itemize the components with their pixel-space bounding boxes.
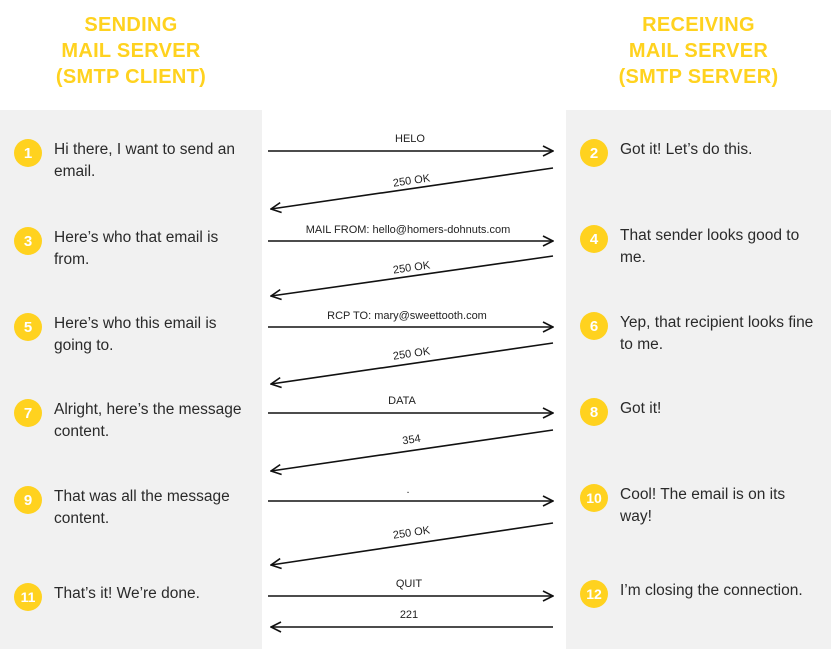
step-3: 3 Here’s who that email is from. [14,227,244,271]
step-11: 11 That’s it! We’re done. [14,583,244,611]
step-number-badge: 12 [580,580,608,608]
server-header-line-3: (SMTP SERVER) [618,66,779,88]
client-header-line-3: (SMTP CLIENT) [55,66,207,88]
step-number-badge: 8 [580,398,608,426]
step-7: 7 Alright, here’s the message content. [14,399,244,443]
arrow-354 [271,429,554,471]
message-label-250-ok-1: 250 OK [392,172,431,189]
message-label-helo: HELO [395,133,425,145]
step-6: 6 Yep, that recipient looks fine to me. [580,312,820,356]
arrow-250-ok-4 [271,522,554,565]
arrow-250-ok-2 [271,255,554,296]
server-header-line-2: MAIL SERVER [628,40,769,62]
step-number-badge: 5 [14,313,42,341]
message-label-end-of-data: . [406,484,409,496]
step-1: 1 Hi there, I want to send an email. [14,139,244,183]
server-column-background [566,110,831,649]
step-text: That sender looks good to me. [620,227,800,266]
step-number-badge: 7 [14,399,42,427]
step-text: Got it! [620,400,662,417]
arrow-250-ok-3 [271,342,554,384]
message-label-250-ok-4: 250 OK [392,524,431,541]
step-text: Hi there, I want to send an email. [54,141,235,180]
message-label-rcpt-to: RCP TO: mary@sweettooth.com [327,310,487,322]
step-2: 2 Got it! Let’s do this. [580,139,820,167]
message-label-354: 354 [402,433,422,448]
client-header: SENDING MAIL SERVER (SMTP CLIENT) [0,12,262,90]
step-text: I’m closing the connection. [620,582,803,599]
step-9: 9 That was all the message content. [14,486,244,530]
step-text: That was all the message content. [54,488,230,527]
step-number-badge: 3 [14,227,42,255]
step-number-badge: 6 [580,312,608,340]
step-8: 8 Got it! [580,398,820,426]
step-text: Got it! Let’s do this. [620,141,753,158]
arrow-250-ok-1 [271,167,554,209]
step-5: 5 Here’s who this email is going to. [14,313,244,357]
step-12: 12 I’m closing the connection. [580,580,820,608]
message-label-250-ok-3: 250 OK [392,345,431,362]
step-number-badge: 1 [14,139,42,167]
client-column-background [0,110,262,649]
step-number-badge: 4 [580,225,608,253]
step-number-badge: 9 [14,486,42,514]
step-text: Here’s who this email is going to. [54,315,217,354]
server-header-line-1: RECEIVING [642,14,755,36]
message-label-221: 221 [400,609,418,621]
step-number-badge: 10 [580,484,608,512]
step-10: 10 Cool! The email is on its way! [580,484,820,528]
step-text: That’s it! We’re done. [54,585,200,602]
step-number-badge: 11 [14,583,42,611]
step-number-badge: 2 [580,139,608,167]
message-label-250-ok-2: 250 OK [392,259,431,276]
message-label-data: DATA [388,395,416,407]
message-label-quit: QUIT [396,578,423,590]
step-text: Here’s who that email is from. [54,229,219,268]
step-text: Alright, here’s the message content. [54,401,242,440]
step-4: 4 That sender looks good to me. [580,225,820,269]
client-header-line-1: SENDING [84,14,178,36]
step-text: Cool! The email is on its way! [620,486,786,525]
client-header-line-2: MAIL SERVER [61,40,201,62]
message-label-mail-from: MAIL FROM: hello@homers-dohnuts.com [306,224,511,236]
step-text: Yep, that recipient looks fine to me. [620,314,814,353]
server-header: RECEIVING MAIL SERVER (SMTP SERVER) [566,12,831,90]
